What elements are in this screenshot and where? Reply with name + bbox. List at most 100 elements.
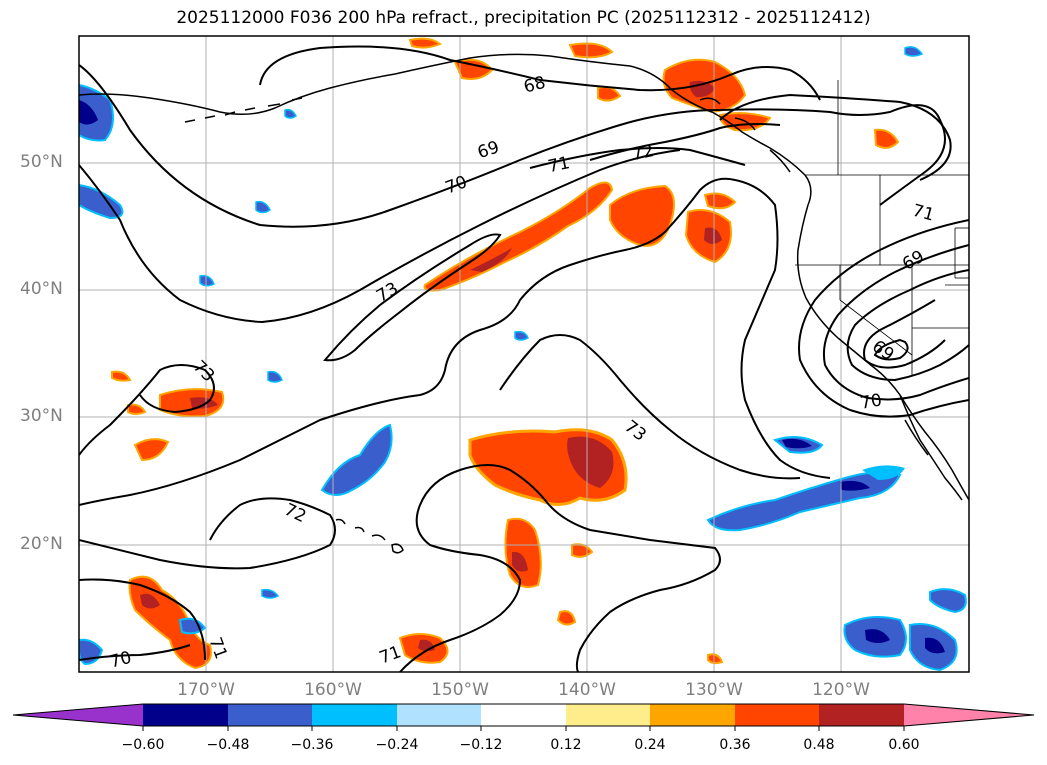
colorbar-tick-label: 0.24 [634,737,666,753]
precip-region-gulf-1 [453,58,494,80]
coastlines [79,53,969,554]
contour-label: 73 [373,279,402,307]
precip-region-east-1 [609,184,675,247]
colorbar-swatch [819,704,904,726]
coast-bc-islands [699,97,791,173]
contour-label: 69 [475,137,502,163]
contour-68 [259,45,821,101]
coast-baja [899,394,963,501]
precip-neg-nw-1-core [79,100,98,125]
precip-region-south-3 [556,610,577,626]
contour-label: 71 [546,153,571,177]
precip-region-sw-1-core [140,593,160,609]
contour-72-low [79,497,336,570]
precip-region-east-2-core [704,227,722,244]
precip-neg-sub-1 [320,423,393,496]
contour-72 [589,123,781,161]
lat-label: 40°N [20,279,63,299]
precip-neg-small-6 [904,46,924,57]
colorbar-tick-label: −0.48 [206,737,250,753]
contour-71-low [79,578,206,661]
precip-neg-small-3 [199,274,215,287]
colorbar-tick-label: −0.60 [121,737,165,753]
precip-neg-se-3 [929,588,967,614]
colorbar-swatch [312,704,397,726]
colorbar-swatch [228,704,312,726]
contour-label: 70 [859,390,884,413]
colorbar-swatch [735,704,819,726]
contour-label: 73 [620,417,649,446]
lon-label: 160°W [304,680,362,700]
precip-cluster-subtropical-core [567,436,614,488]
colorbar-swatch [397,704,481,726]
precip-shading [79,37,967,672]
precip-neg-small-2 [267,370,283,383]
lat-label: 30°N [20,406,63,426]
precip-region-west-3 [127,403,147,415]
contour-70-low [79,644,191,661]
lon-label: 170°W [177,680,235,700]
contour-us-71 [798,219,969,418]
precip-band-central-core [470,248,512,272]
contour-73-main [79,177,831,506]
coast-hawaii [335,518,404,554]
precip-band-central [423,181,614,292]
contour-70 [79,149,681,324]
contour-73-south [499,334,801,480]
contour-label: 70 [108,648,134,673]
contour-label: 68 [522,73,548,98]
colorbar-tick-label: 0.60 [888,737,920,753]
contour-us-70 [822,244,969,401]
contour-us-67 [873,338,909,361]
contour-71 [529,147,746,169]
precip-neg-east-band [706,471,902,532]
precip-region-south-1 [504,517,542,588]
colorbar-swatch [481,704,566,726]
map-title: 2025112000 F036 200 hPa refract., precip… [176,8,871,28]
contour-label: 69 [899,247,928,275]
refractivity-contours [79,45,969,672]
contour-label: 72 [630,141,655,165]
precip-region-gulf-4 [408,37,442,49]
colorbar-tick-label: 0.12 [550,737,582,753]
colorbar-swatch [650,704,735,726]
colorbar-swatch [143,704,228,726]
lon-label: 120°W [812,680,870,700]
precip-neg-sw-2 [178,617,207,635]
contour-71-south [399,464,721,672]
colorbar-extend-low [13,704,143,726]
precip-region-gulf-2 [568,42,614,59]
precip-region-east-3 [703,192,737,210]
precip-neg-nw-1 [79,83,115,142]
contour-72-south [79,364,215,456]
precip-neg-east-2 [862,465,905,480]
precip-neg-small-5 [284,108,297,119]
precip-neg-se-1-core [865,629,890,643]
coast-us-west [796,204,969,501]
contour-73-north [323,233,502,362]
lon-label: 130°W [685,680,743,700]
precip-neg-small-1 [255,200,271,214]
precip-region-south-2 [571,543,594,558]
colorbar-extend-high [904,704,1034,726]
contour-label: 70 [443,172,470,198]
political-borders [795,80,969,375]
colorbar-tick-label: −0.36 [290,737,334,753]
contour-us-69 [846,269,969,382]
precip-region-west-4 [111,370,132,382]
colorbar [12,703,1035,731]
contour-alaska-ring [719,93,952,181]
lon-label: 150°W [431,680,489,700]
precip-region-west-2 [133,438,170,462]
precip-region-sw-3 [707,653,724,665]
lon-label: 140°W [558,680,616,700]
colorbar-ticks [142,726,905,731]
precip-neg-east-band-core [840,480,870,491]
colorbar-tick-label: −0.24 [375,737,419,753]
precip-neg-se-2-core [925,637,945,654]
precip-region-bc-2 [873,128,900,149]
coast-aleutians [184,97,303,123]
contour-label: 71 [377,642,404,668]
contour-label: 71 [910,201,936,226]
